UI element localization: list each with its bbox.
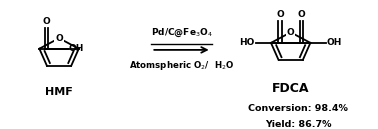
Text: Atomspheric O$_2$/  H$_2$O: Atomspheric O$_2$/ H$_2$O [129,59,234,72]
Text: O: O [287,28,294,37]
Text: O: O [276,10,284,19]
Text: Pd/C@Fe$_3$O$_4$: Pd/C@Fe$_3$O$_4$ [150,27,212,39]
Text: Yield: 86.7%: Yield: 86.7% [265,120,332,129]
Text: O: O [43,17,51,26]
Text: Conversion: 98.4%: Conversion: 98.4% [248,104,348,113]
Text: O: O [55,34,63,43]
Text: OH: OH [69,44,84,53]
Text: HO: HO [239,38,255,47]
Text: HMF: HMF [45,87,73,97]
Text: OH: OH [327,38,342,47]
Text: O: O [297,10,305,19]
Text: FDCA: FDCA [272,82,310,95]
